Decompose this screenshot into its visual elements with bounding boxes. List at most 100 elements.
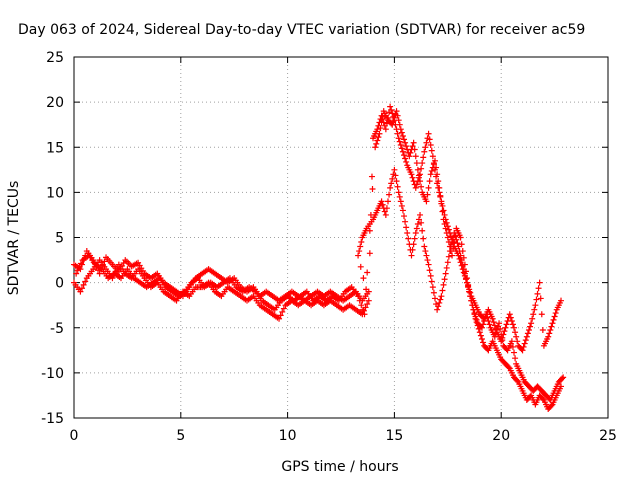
data-point [442, 225, 449, 232]
data-point [411, 235, 418, 242]
data-point [395, 117, 402, 124]
y-tick-label: -15 [41, 411, 64, 427]
data-point [420, 154, 427, 161]
data-point [96, 270, 103, 277]
data-point [357, 263, 364, 270]
data-point [534, 290, 541, 297]
data-point [422, 248, 429, 255]
data-point [425, 130, 432, 137]
data-point [376, 130, 383, 137]
data-point [414, 166, 421, 173]
data-point [522, 337, 529, 344]
data-point [408, 171, 415, 178]
data-point [457, 252, 464, 259]
data-point [426, 267, 433, 274]
data-point [388, 180, 395, 187]
x-tick-label: 0 [70, 428, 79, 444]
data-point [419, 227, 426, 234]
data-point [493, 327, 500, 334]
data-point [530, 311, 537, 318]
data-point [373, 140, 380, 147]
data-point [476, 329, 483, 336]
data-point [428, 278, 435, 285]
data-point [560, 374, 567, 381]
data-point [458, 262, 465, 269]
data-point [532, 302, 539, 309]
data-point [390, 118, 397, 125]
data-point [413, 225, 420, 232]
data-point [417, 178, 424, 185]
data-point [477, 332, 484, 339]
data-point [506, 311, 513, 318]
data-point [539, 395, 546, 402]
data-point [355, 293, 362, 300]
data-point [412, 184, 419, 191]
data-point [548, 402, 555, 409]
data-point [404, 229, 411, 236]
data-point [395, 189, 402, 196]
data-point [422, 144, 429, 151]
data-point [420, 235, 427, 242]
data-point [398, 129, 405, 136]
data-point [427, 141, 434, 148]
data-point [389, 110, 396, 117]
data-point [358, 302, 365, 309]
data-point [445, 253, 452, 260]
series-track-c [73, 108, 567, 403]
data-point [411, 146, 418, 153]
data-point [429, 153, 436, 160]
data-point [459, 248, 466, 255]
data-point [369, 185, 376, 192]
data-point [374, 126, 381, 133]
data-point [480, 321, 487, 328]
data-point [454, 240, 461, 247]
data-point [485, 317, 492, 324]
data-point [512, 329, 519, 336]
data-point [413, 160, 420, 167]
data-point [430, 289, 437, 296]
data-point [395, 135, 402, 142]
data-point [398, 202, 405, 209]
data-point [489, 315, 496, 322]
data-point [403, 158, 410, 165]
data-point [368, 173, 375, 180]
data-point [438, 200, 445, 207]
data-point [423, 139, 430, 146]
data-point [401, 136, 408, 143]
x-tick-label: 10 [279, 428, 297, 444]
data-point [524, 330, 531, 337]
data-point [378, 119, 385, 126]
data-point [356, 297, 363, 304]
grid [74, 57, 608, 418]
data-point [387, 184, 394, 191]
data-point [394, 112, 401, 119]
data-point [467, 293, 474, 300]
data-point [533, 296, 540, 303]
data-point [426, 178, 433, 185]
y-tick-label: -10 [41, 366, 64, 382]
series-track-a [71, 103, 565, 354]
data-point [501, 328, 508, 335]
data-point [461, 261, 468, 268]
y-tick-label: 10 [46, 185, 64, 201]
data-point [356, 248, 363, 255]
data-point [498, 338, 505, 345]
data-point [279, 308, 286, 315]
data-point [364, 269, 371, 276]
data-point [276, 315, 283, 322]
data-point [365, 297, 372, 304]
data-point [528, 320, 535, 327]
data-point [379, 201, 386, 208]
data-point [472, 313, 479, 320]
data-point [379, 113, 386, 120]
data-point [382, 211, 389, 218]
x-tick-label: 5 [176, 428, 185, 444]
data-point [443, 264, 450, 271]
data-point [451, 239, 458, 246]
data-point [439, 208, 446, 215]
data-point [393, 108, 400, 115]
data-point [280, 305, 287, 312]
data-point [377, 125, 384, 132]
data-point [548, 323, 555, 330]
data-point [73, 270, 80, 277]
